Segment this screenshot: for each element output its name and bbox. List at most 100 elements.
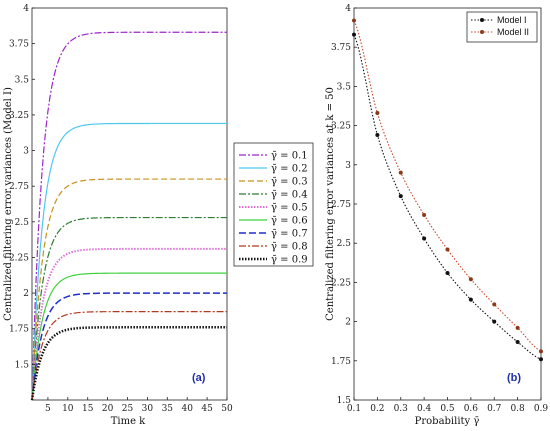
panel-a-legend-label-1: γ̄ = 0.1 <box>271 151 308 162</box>
panel-b-y-tick-label-7: 3 <box>345 161 351 171</box>
panel-b-point-s1-6 <box>468 297 473 302</box>
panel-b-series-group <box>352 18 543 362</box>
panel-a-series-line-1 <box>31 31 227 401</box>
panel-b-point-s2-6 <box>468 277 473 282</box>
panel-a-series-line-5 <box>31 247 227 401</box>
panel-a-series-line-9 <box>30 326 227 401</box>
panel-a-y-tick-label-2: 1.75 <box>9 325 29 335</box>
panel-b-y-tick-label-1: 1.5 <box>337 396 352 406</box>
panel-b-plot-frame <box>353 7 542 401</box>
panel-b-point-s2-4 <box>422 212 427 217</box>
panel-b-point-s1-2 <box>375 133 380 138</box>
panel-a-y-axis-label: Centralized filtering error variances (M… <box>3 87 14 321</box>
panel-b-point-s1-1 <box>352 32 356 37</box>
panel-b-y-tick-label-5: 2.5 <box>337 239 352 249</box>
panel-b-point-s2-1 <box>352 18 356 23</box>
panel-a-y-tick-label-9: 3.5 <box>15 75 30 85</box>
panel-b-x-tick-label-3: 0.3 <box>394 404 409 414</box>
panel-b-legend-marker-1 <box>480 18 484 22</box>
panel-a-y-tick-label-3: 2 <box>23 289 29 299</box>
panel-b-x-tick-label-4: 0.4 <box>417 404 432 414</box>
panel-a-y-tick-label-10: 3.75 <box>9 40 29 50</box>
panel-b-x-tick-label-8: 0.8 <box>510 404 525 414</box>
panel-a-legend-label-5: γ̄ = 0.5 <box>271 203 308 214</box>
panel-a-legend-label-6: γ̄ = 0.6 <box>271 216 308 227</box>
panel-b-point-s1-7 <box>492 319 497 324</box>
panel-b-y-tick-label-3: 2 <box>345 318 351 328</box>
panel-b-y-tick-label-6: 2.75 <box>331 200 351 210</box>
panel-b-x-tick-label-1: 0.1 <box>347 404 361 414</box>
panel-a-x-tick-label-6: 30 <box>142 404 154 414</box>
panel-b-chart: 0.1 0.2 0.3 0.4 0.5 0.6 0.7 0.8 0.9 1.5 1.75 2 2.25… <box>325 4 548 427</box>
panel-a-x-tick-label-3: 15 <box>82 404 94 414</box>
panel-b-y-tick-label-2: 1.75 <box>331 357 351 367</box>
panel-a-x-tick-label-5: 25 <box>122 404 134 414</box>
panel-b-point-s1-3 <box>398 194 403 199</box>
panel-a-series-group <box>30 31 227 401</box>
panel-b-legend-marker-2 <box>480 30 484 34</box>
panel-a-legend-label-3: γ̄ = 0.3 <box>271 177 308 188</box>
panel-b-y-tick-label-11: 4 <box>345 4 351 14</box>
panel-a-legend: γ̄ = 0.1 γ̄ = 0.2 γ̄ = 0.3 γ̄ = 0.4 γ̄ = 0.5… <box>233 142 314 267</box>
panel-a-x-tick-label-7: 35 <box>162 404 174 414</box>
panel-b-y-ticks: 1.5 1.75 2 2.25 2.5 2.75 3 3.25 3.5 3.75 4 <box>331 4 357 406</box>
panel-b-point-s1-4 <box>422 236 427 241</box>
panel-a-y-tick-label-7: 3 <box>23 147 29 157</box>
panel-a-legend-label-4: γ̄ = 0.4 <box>271 190 308 201</box>
panel-a-legend-label-9: γ̄ = 0.9 <box>271 255 308 266</box>
panel-a-series-line-2 <box>31 122 227 401</box>
panel-a-y-tick-label-4: 2.25 <box>9 253 29 263</box>
panel-b-legend-label-2: Model II <box>497 27 529 37</box>
panel-b-point-s2-3 <box>398 170 403 175</box>
panel-b-legend: Model I Model II <box>466 11 538 43</box>
panel-a-x-tick-label-4: 20 <box>102 404 114 414</box>
panel-b-y-tick-label-10: 3.75 <box>331 43 351 53</box>
panel-b-series-line-2 <box>353 20 542 352</box>
panel-a-series-line-8 <box>31 311 227 401</box>
panel-a-y-tick-label-5: 2.5 <box>15 218 30 228</box>
panel-b-y-tick-label-4: 2.25 <box>331 278 351 288</box>
panel-b-point-s1-9 <box>539 357 543 362</box>
panel-b-label: (b) <box>507 372 521 384</box>
panel-b-point-s2-8 <box>515 325 520 330</box>
panel-b-point-s2-2 <box>375 111 380 116</box>
panel-a-y-tick-label-8: 3.25 <box>9 111 29 121</box>
panel-b-y-axis-label: Centralized filtering error variances at… <box>325 87 336 321</box>
panel-a-x-tick-label-10: 50 <box>221 404 233 414</box>
panel-a-label: (a) <box>192 372 206 384</box>
panel-b-legend-box <box>466 11 538 43</box>
panel-a-chart: 5 10 15 20 25 30 35 40 45 50 1.5 1.75 2 2.25 2.5 2.75 3… <box>3 4 233 427</box>
panel-a-legend-box <box>233 142 314 267</box>
panel-a-plot-frame <box>31 7 228 401</box>
panel-b-x-tick-label-9: 0.9 <box>534 404 549 414</box>
panel-b-legend-label-1: Model I <box>497 15 527 25</box>
panel-a-legend-label-2: γ̄ = 0.2 <box>271 164 308 175</box>
panel-a-y-tick-label-1: 1.5 <box>15 360 30 370</box>
panel-a-x-tick-label-9: 45 <box>201 404 213 414</box>
panel-b-x-tick-label-5: 0.5 <box>440 404 455 414</box>
panel-b-series-line-1 <box>353 34 542 360</box>
panel-a-y-tick-label-6: 2.75 <box>9 182 29 192</box>
panel-b-x-tick-label-6: 0.6 <box>464 404 479 414</box>
panel-b-point-s2-7 <box>492 302 497 307</box>
panel-b-point-s2-9 <box>539 349 543 354</box>
panel-b-point-s1-5 <box>445 270 450 275</box>
panel-a-series-line-7 <box>31 292 227 401</box>
panel-b-y-tick-label-8: 3.25 <box>331 122 351 132</box>
panel-a-legend-label-7: γ̄ = 0.7 <box>271 229 308 240</box>
panel-b-x-ticks: 0.1 0.2 0.3 0.4 0.5 0.6 0.7 0.8 0.9 <box>347 397 549 414</box>
panel-a-series-line-6 <box>31 272 227 401</box>
panel-b-point-s2-5 <box>445 247 450 252</box>
panel-a-legend-label-8: γ̄ = 0.8 <box>271 242 308 253</box>
panel-a-x-tick-label-2: 10 <box>62 404 74 414</box>
panel-a-x-tick-label-8: 40 <box>181 404 193 414</box>
panel-a-series-line-3 <box>31 178 227 401</box>
panel-a-x-axis-label: Time k <box>111 416 146 427</box>
panel-b-x-tick-label-7: 0.7 <box>487 404 502 414</box>
panel-b-point-s1-8 <box>515 339 520 344</box>
panel-b-x-tick-label-2: 0.2 <box>370 404 384 414</box>
panel-b-x-axis-label: Probability γ̄ <box>415 416 480 427</box>
panel-a-y-tick-label-11: 4 <box>23 4 29 14</box>
panel-a-y-ticks: 1.5 1.75 2 2.25 2.5 2.75 3 3.25 3.5 3.75 4 <box>9 4 35 370</box>
